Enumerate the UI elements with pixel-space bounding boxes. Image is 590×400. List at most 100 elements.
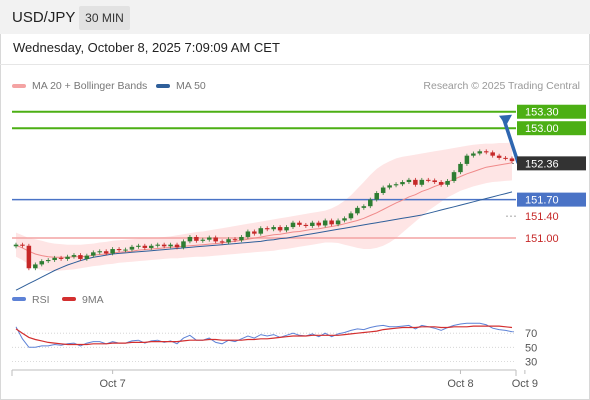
candle-body <box>297 222 302 225</box>
candle-body <box>483 151 489 153</box>
candle-body <box>290 222 296 228</box>
rsi-tick-label: 70 <box>525 328 537 340</box>
candle-body <box>168 244 173 247</box>
price-label-pivot: 151.70 <box>525 195 559 207</box>
candle-body <box>149 245 154 248</box>
candle-body <box>368 199 373 207</box>
legend-label-ma50: MA 50 <box>176 80 206 92</box>
candle-body <box>451 172 457 181</box>
candle-body <box>45 260 51 262</box>
candle-body <box>361 206 367 208</box>
rsi-tick-label: 50 <box>525 342 537 354</box>
candle-body <box>26 245 32 269</box>
price-label-support-1: 151.40 <box>525 211 559 223</box>
candle-body <box>471 153 476 156</box>
candle-body <box>509 158 515 162</box>
symbol-title: USD/JPY <box>12 9 76 26</box>
candle-body <box>103 251 109 254</box>
candle-body <box>129 246 135 250</box>
candle-body <box>71 255 77 257</box>
candle-body <box>387 185 392 188</box>
candle-body <box>258 228 264 234</box>
candle-body <box>432 180 437 183</box>
candle-body <box>161 244 167 247</box>
timeframe-button[interactable]: 30 MIN <box>79 6 130 30</box>
candle-body <box>419 179 425 185</box>
candle-body <box>33 264 38 269</box>
ma20-line <box>15 162 513 258</box>
candle-body <box>116 249 122 251</box>
candle-body <box>91 252 96 256</box>
candle-body <box>252 231 257 234</box>
candle-body <box>136 245 141 247</box>
candle-body <box>316 222 322 226</box>
time-axis-label: Oct 9 <box>512 378 538 390</box>
candle-body <box>219 241 225 243</box>
candle-body <box>445 180 450 185</box>
candle-body <box>355 207 360 214</box>
candle-body <box>110 249 115 254</box>
candle-body <box>322 220 328 226</box>
candle-body <box>58 257 64 259</box>
candle-body <box>206 237 212 240</box>
legend-ma20-bollinger: MA 20 + Bollinger Bands <box>12 80 147 92</box>
candle-body <box>477 151 483 154</box>
candle-body <box>284 227 289 231</box>
candle-body <box>329 220 334 225</box>
ma50-line <box>15 191 513 291</box>
forecast-arrow-head <box>499 114 512 126</box>
candle-body <box>226 239 231 243</box>
candle-body <box>264 228 270 230</box>
candle-body <box>503 157 508 159</box>
rsi-ma-line <box>15 325 513 346</box>
legend-ma50: MA 50 <box>156 80 206 92</box>
candle-body <box>78 255 83 259</box>
candle-body <box>39 261 45 265</box>
candle-body <box>13 244 19 247</box>
price-label-last-price: 152.36 <box>525 158 559 170</box>
candle-body <box>303 224 309 226</box>
candle-body <box>200 239 206 241</box>
candle-body <box>380 187 386 194</box>
candle-body <box>464 155 470 164</box>
candle-body <box>342 218 347 221</box>
legend-swatch-ma20 <box>12 84 26 89</box>
forecast-arrow-shaft <box>502 117 520 165</box>
candle-body <box>194 236 199 241</box>
candle-body <box>213 237 218 242</box>
price-box-resistance-2 <box>517 104 586 119</box>
candle-body <box>271 227 276 230</box>
legend-label-rsi: RSI <box>32 294 50 306</box>
candle-body <box>65 256 70 259</box>
legend-label-rsi-ma: 9MA <box>82 294 104 306</box>
candle-body <box>181 241 186 248</box>
candle-body <box>123 249 128 251</box>
research-credit: Research © 2025 Trading Central <box>423 80 580 92</box>
candle-body <box>84 255 90 259</box>
candle-body <box>310 222 315 226</box>
candle-body <box>426 179 431 181</box>
legend-label-ma20: MA 20 + Bollinger Bands <box>32 80 148 92</box>
candle-body <box>239 236 244 241</box>
datetime-label: Wednesday, October 8, 2025 7:09:09 AM CE… <box>13 40 280 55</box>
candle-body <box>406 179 412 183</box>
candle-body <box>245 231 251 237</box>
candle-body <box>413 179 418 185</box>
time-axis-label: Oct 8 <box>447 378 473 390</box>
price-label-resistance-1: 153.00 <box>525 123 559 135</box>
candle-body <box>52 257 57 261</box>
bollinger-band-area <box>16 142 512 271</box>
price-box-resistance-1 <box>517 121 586 136</box>
candle-body <box>393 184 399 186</box>
legend-swatch-rsi <box>12 297 26 301</box>
candle-body <box>400 182 405 185</box>
header-divider <box>0 64 590 65</box>
candle-body <box>142 245 148 248</box>
price-box-last-price <box>517 156 586 171</box>
candle-body <box>438 182 444 185</box>
candle-body <box>97 251 102 253</box>
candle-body <box>348 213 354 219</box>
candle-body <box>490 152 495 156</box>
price-label-resistance-2: 153.30 <box>525 107 559 119</box>
